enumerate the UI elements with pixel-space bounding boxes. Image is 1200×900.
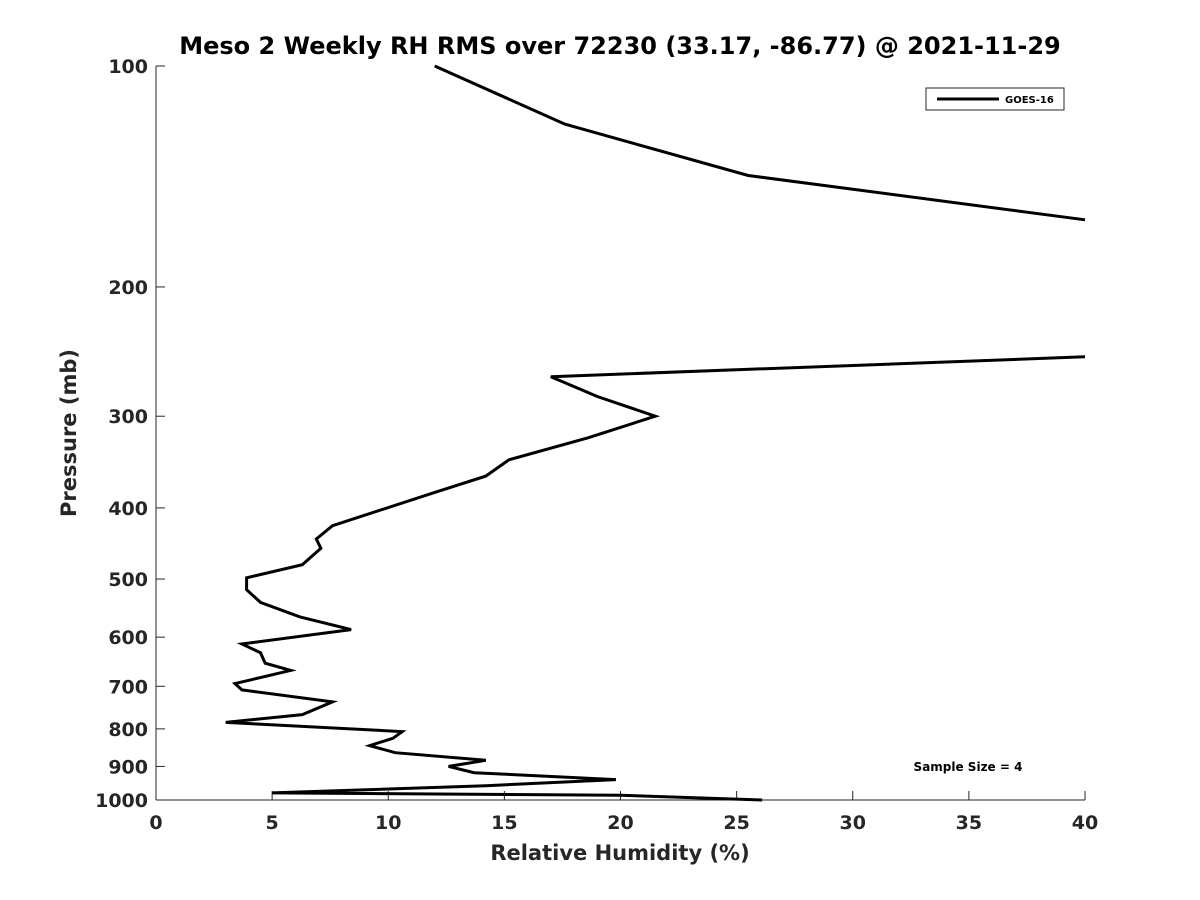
x-tick-label-30: 30: [840, 812, 866, 834]
x-tick-label-20: 20: [607, 812, 633, 834]
y-tick-label-800: 800: [108, 719, 148, 741]
y-tick-label-400: 400: [108, 498, 148, 520]
x-tick-label-35: 35: [956, 812, 982, 834]
series-line-goes-16-segment-1: [434, 64, 1086, 222]
y-tick-label-900: 900: [108, 756, 148, 778]
y-axis-label: Pressure (mb): [57, 349, 81, 517]
y-tick-label-1000: 1000: [95, 790, 148, 812]
y-tick-label-100: 100: [108, 56, 148, 78]
series-line-goes-16-segment-2: [225, 355, 1086, 802]
x-axis-ticks: 0 5 10 15 20 25 30 35 40: [149, 791, 1098, 834]
y-tick-label-600: 600: [108, 627, 148, 649]
x-axis-label: Relative Humidity (%): [490, 841, 749, 865]
chart-title: Meso 2 Weekly RH RMS over 72230 (33.17, …: [179, 32, 1061, 60]
y-tick-label-200: 200: [108, 277, 148, 299]
x-tick-label-40: 40: [1072, 812, 1098, 834]
x-tick-label-10: 10: [375, 812, 401, 834]
x-tick-label-5: 5: [266, 812, 279, 834]
x-tick-label-15: 15: [491, 812, 517, 834]
legend-entry-goes-16: GOES-16: [1005, 95, 1054, 106]
series-layer: [225, 64, 1086, 802]
y-tick-label-500: 500: [108, 569, 148, 591]
y-axis-ticks: 100 200 300 400 500 600 700 800 900 1000: [95, 56, 165, 812]
y-tick-label-300: 300: [108, 406, 148, 428]
plot-area: 0 5 10 15 20 25 30 35 40 100 200 300 400 500 600 700 80…: [95, 56, 1098, 834]
y-tick-label-700: 700: [108, 676, 148, 698]
x-tick-label-0: 0: [149, 812, 162, 834]
x-tick-label-25: 25: [723, 812, 749, 834]
legend: GOES-16: [925, 87, 1065, 111]
sample-size-annotation: Sample Size = 4: [914, 760, 1023, 774]
